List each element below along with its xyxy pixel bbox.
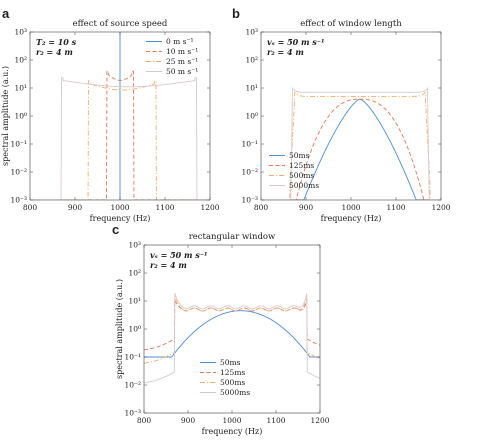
x-tick-label: 1200 — [310, 416, 329, 425]
y-tick-label: 10⁻¹ — [10, 140, 27, 149]
chart-title: rectangular window — [189, 232, 276, 242]
series-line — [261, 98, 441, 200]
y-tick-label: 10⁻³ — [241, 196, 258, 205]
legend-entry: 50ms — [289, 151, 310, 160]
series-group — [30, 32, 210, 200]
panel-label: a — [2, 6, 10, 21]
x-tick-label: 1200 — [431, 203, 450, 212]
y-tick-label: 10¹ — [245, 84, 258, 93]
series-line — [30, 77, 210, 200]
annotation-text: r₂ = 4 m — [150, 260, 187, 270]
y-tick-label: 10² — [14, 56, 27, 65]
y-tick-label: 10² — [128, 269, 141, 278]
y-tick-label: 10¹ — [128, 297, 141, 306]
x-tick-label: 900 — [299, 203, 314, 212]
x-axis-label: frequency (Hz) — [90, 214, 151, 223]
legend-entry: 125ms — [220, 368, 245, 377]
legend-entry: 10 m s⁻¹ — [166, 47, 198, 56]
y-tick-label: 10² — [245, 56, 258, 65]
y-tick-label: 10⁰ — [245, 112, 258, 121]
x-axis-label: frequency (Hz) — [202, 427, 263, 436]
legend-entry: 125ms — [289, 161, 314, 170]
panel-label: b — [232, 6, 240, 21]
x-tick-label: 1100 — [266, 416, 285, 425]
series-line — [261, 91, 441, 200]
panel-label: c — [112, 222, 119, 237]
x-tick-label: 900 — [181, 416, 196, 425]
axes-frame — [260, 31, 442, 201]
x-tick-label: 1000 — [341, 203, 360, 212]
legend-entry: 50 m s⁻¹ — [166, 67, 198, 76]
x-tick-label: 800 — [254, 203, 269, 212]
annotation-text: vₛ = 50 m s⁻¹ — [150, 250, 207, 260]
x-tick-label: 1200 — [200, 203, 219, 212]
legend: 0 m s⁻¹10 m s⁻¹25 m s⁻¹50 m s⁻¹ — [146, 37, 198, 76]
legend-entry: 25 m s⁻¹ — [166, 57, 198, 66]
annotation-text: vₛ = 50 m s⁻¹ — [267, 37, 324, 47]
y-tick-label: 10⁻³ — [10, 196, 27, 205]
series-group — [261, 87, 441, 200]
legend-entry: 0 m s⁻¹ — [166, 37, 193, 46]
y-tick-label: 10⁻¹ — [124, 353, 141, 362]
y-tick-label: 10⁻² — [124, 381, 141, 390]
series-line — [261, 87, 441, 200]
x-tick-label: 1000 — [110, 203, 129, 212]
legend-entry: 5000ms — [289, 181, 319, 190]
series-line — [30, 70, 210, 200]
chart-title: effect of source speed — [73, 19, 168, 29]
x-tick-label: 1100 — [155, 203, 174, 212]
chart-title: effect of window length — [300, 19, 402, 29]
y-tick-label: 10³ — [128, 241, 141, 250]
legend-entry: 5000ms — [220, 388, 250, 397]
series-line — [144, 293, 320, 384]
x-tick-label: 1100 — [386, 203, 405, 212]
y-tick-label: 10¹ — [14, 84, 27, 93]
series-line — [144, 310, 320, 358]
panel-a: a effect of source speed 800 900 1000 1100 120… — [1, 6, 220, 223]
y-axis-label: spectral amplitude (a.u.) — [1, 66, 10, 166]
legend-entry: 500ms — [220, 378, 245, 387]
panel-c: c rectangular window 800 900 1000 1100 1200 10⁻… — [112, 222, 330, 436]
series-line — [30, 80, 210, 200]
x-tick-label: 800 — [137, 416, 152, 425]
y-tick-label: 10⁻³ — [124, 409, 141, 418]
legend-entry: 50ms — [220, 358, 241, 367]
y-tick-label: 10³ — [14, 28, 27, 37]
y-tick-label: 10³ — [245, 28, 258, 37]
y-tick-label: 10⁻¹ — [241, 140, 258, 149]
x-axis-label: frequency (Hz) — [321, 214, 382, 223]
y-tick-label: 10⁻² — [241, 168, 258, 177]
panel-b: b effect of window length 800 900 1000 1100 12… — [232, 6, 451, 223]
series-group — [144, 293, 320, 384]
y-tick-label: 10⁰ — [14, 112, 27, 121]
x-tick-label: 800 — [23, 203, 38, 212]
series-line — [261, 98, 441, 200]
y-axis-label: spectral amplitude (a.u.) — [115, 279, 124, 379]
x-tick-label: 1000 — [222, 416, 241, 425]
y-tick-label: 10⁻² — [10, 168, 27, 177]
annotation-text: r₂ = 4 m — [267, 47, 304, 57]
series-line — [144, 296, 320, 364]
legend-entry: 500ms — [289, 171, 314, 180]
annotation-text: r₂ = 4 m — [36, 47, 73, 57]
annotation-text: T₂ = 10 s — [36, 37, 77, 47]
x-tick-label: 900 — [68, 203, 83, 212]
y-tick-label: 10⁰ — [128, 325, 141, 334]
